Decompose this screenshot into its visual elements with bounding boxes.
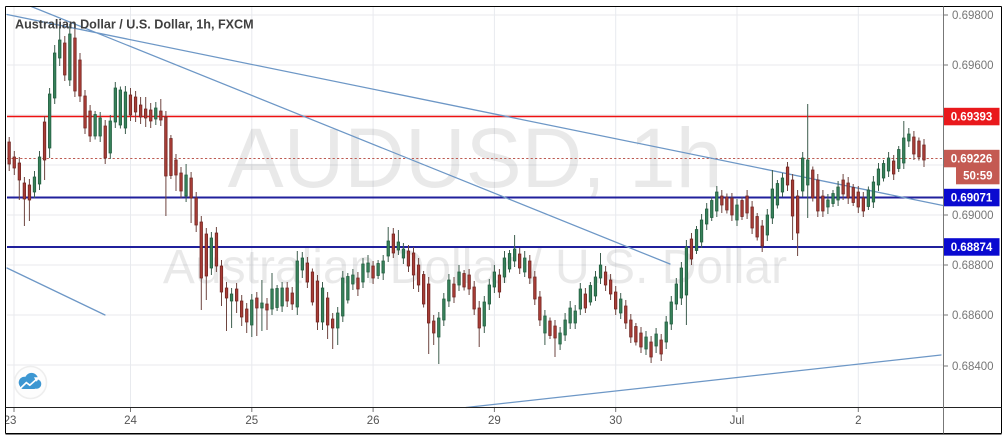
svg-text:30: 30 — [609, 415, 622, 427]
svg-text:0.69226: 0.69226 — [951, 154, 993, 166]
svg-text:Australian Dollar / U.S. Dolla: Australian Dollar / U.S. Dollar, 1h, FXC… — [15, 18, 254, 32]
svg-text:50:59: 50:59 — [963, 171, 992, 183]
svg-text:25: 25 — [245, 415, 258, 427]
svg-text:0.68800: 0.68800 — [952, 260, 994, 272]
svg-text:0.68874: 0.68874 — [951, 242, 993, 254]
svg-text:26: 26 — [367, 415, 380, 427]
svg-text:24: 24 — [124, 415, 137, 427]
svg-text:0.69800: 0.69800 — [952, 10, 994, 22]
svg-text:0.68600: 0.68600 — [952, 310, 994, 322]
svg-text:29: 29 — [488, 415, 501, 427]
svg-text:23: 23 — [4, 415, 17, 427]
svg-text:Australian Dollar / U.S. Dolla: Australian Dollar / U.S. Dollar — [163, 241, 787, 294]
svg-text:0.69393: 0.69393 — [951, 112, 993, 124]
svg-text:Jul: Jul — [730, 415, 745, 427]
svg-text:0.69071: 0.69071 — [951, 193, 993, 205]
svg-text:0.69000: 0.69000 — [952, 210, 994, 222]
svg-text:0.68400: 0.68400 — [952, 361, 994, 373]
svg-text:0.69600: 0.69600 — [952, 60, 994, 72]
svg-text:2: 2 — [855, 415, 861, 427]
